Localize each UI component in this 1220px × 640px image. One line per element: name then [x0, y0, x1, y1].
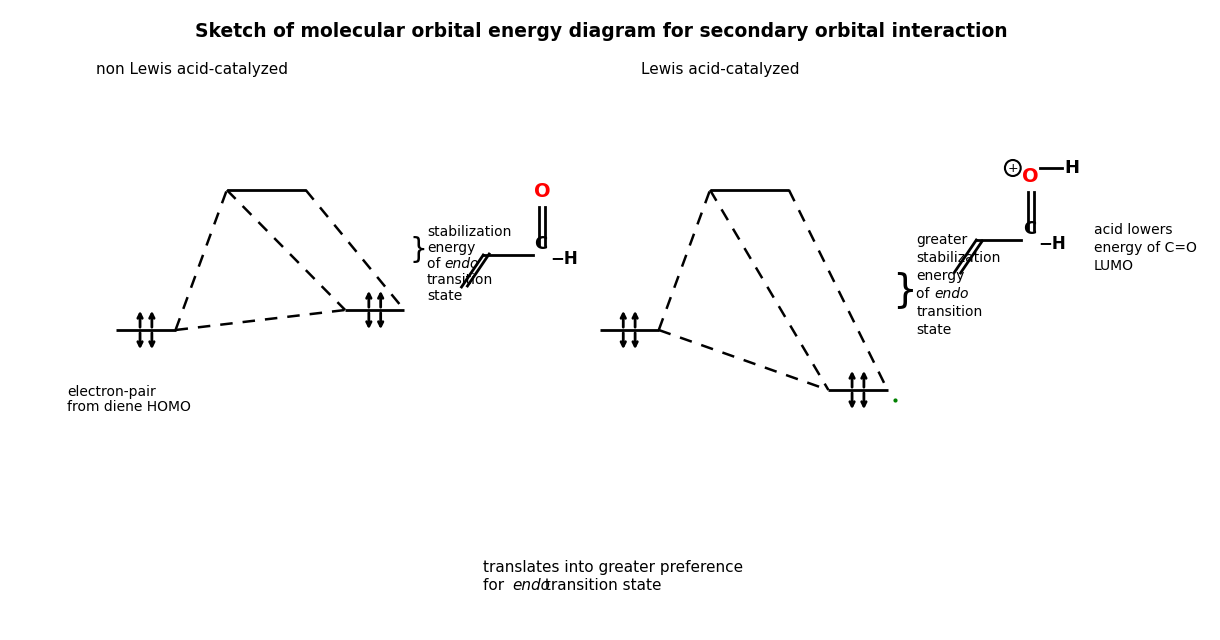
- Text: transition: transition: [916, 305, 982, 319]
- Text: endo: endo: [935, 287, 969, 301]
- Text: state: state: [427, 289, 462, 303]
- Text: −H: −H: [550, 250, 578, 268]
- Text: energy of C=O: energy of C=O: [1093, 241, 1197, 255]
- Text: Lewis acid-catalyzed: Lewis acid-catalyzed: [640, 62, 799, 77]
- Text: O: O: [1022, 167, 1039, 186]
- Text: C: C: [534, 235, 548, 253]
- Text: energy: energy: [427, 241, 476, 255]
- Text: energy: energy: [916, 269, 965, 283]
- Text: Sketch of molecular orbital energy diagram for secondary orbital interaction: Sketch of molecular orbital energy diagr…: [195, 22, 1008, 41]
- Text: C: C: [1022, 220, 1036, 238]
- Text: +: +: [1008, 161, 1019, 175]
- Text: endo: endo: [512, 578, 550, 593]
- Text: }: }: [409, 236, 427, 264]
- Text: non Lewis acid-catalyzed: non Lewis acid-catalyzed: [96, 62, 288, 77]
- Text: LUMO: LUMO: [1093, 259, 1133, 273]
- Text: of: of: [916, 287, 935, 301]
- Text: of: of: [427, 257, 445, 271]
- Text: endo: endo: [445, 257, 479, 271]
- Text: electron-pair: electron-pair: [67, 385, 156, 399]
- Text: from diene HOMO: from diene HOMO: [67, 400, 192, 414]
- Text: translates into greater preference: translates into greater preference: [483, 560, 743, 575]
- Text: greater: greater: [916, 233, 967, 247]
- Text: }: }: [893, 271, 917, 309]
- Text: acid lowers: acid lowers: [1093, 223, 1172, 237]
- Text: −H: −H: [1038, 235, 1066, 253]
- Text: O: O: [534, 182, 550, 201]
- Text: for: for: [483, 578, 509, 593]
- Text: stabilization: stabilization: [427, 225, 511, 239]
- Text: transition: transition: [427, 273, 493, 287]
- Text: stabilization: stabilization: [916, 251, 1000, 265]
- Text: transition state: transition state: [540, 578, 662, 593]
- Text: H: H: [1064, 159, 1080, 177]
- Text: state: state: [916, 323, 952, 337]
